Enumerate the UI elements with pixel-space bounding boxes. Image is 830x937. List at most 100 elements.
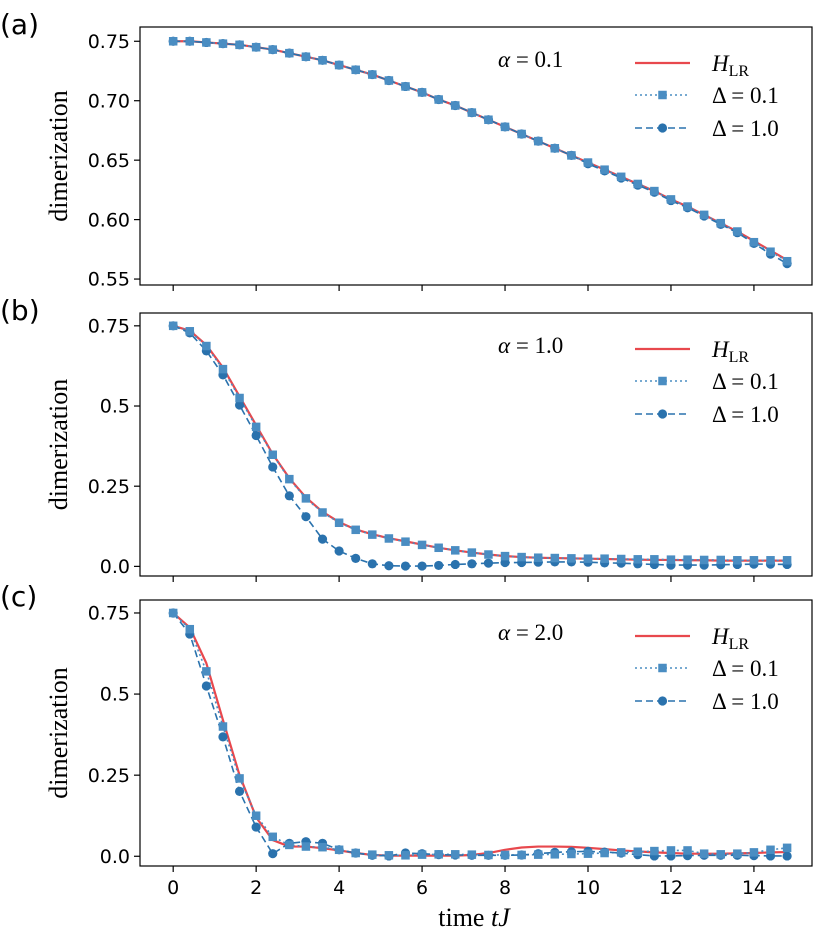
legend-label-hlr: HLR xyxy=(711,51,749,80)
data-point-delta10 xyxy=(201,681,211,691)
data-point-delta01 xyxy=(401,537,410,546)
legend-label-delta01: Δ = 0.1 xyxy=(712,656,779,681)
data-point-delta01 xyxy=(517,850,526,860)
legend-marker-delta10 xyxy=(657,696,668,706)
x-tick-label: 4 xyxy=(333,877,345,899)
series-line-0 xyxy=(172,612,788,857)
data-point-delta10 xyxy=(334,546,344,556)
data-point-delta01 xyxy=(517,552,526,562)
data-point-delta10 xyxy=(268,849,278,859)
data-point-delta01 xyxy=(417,540,427,550)
alpha-annotation: α = 1.0 xyxy=(498,333,563,358)
data-point-delta01 xyxy=(733,556,742,565)
data-point-delta01 xyxy=(351,848,360,858)
data-point-delta01 xyxy=(500,850,510,860)
panel-c: (c) dimerization 0.0 0.25 0.5 0.75 0 2 4 6 8 10 12 14… xyxy=(0,580,813,899)
data-point-delta01 xyxy=(384,851,394,860)
data-point-delta01 xyxy=(285,840,294,850)
data-point-delta01 xyxy=(782,256,792,266)
data-point-delta01 xyxy=(368,530,377,539)
data-point-delta10 xyxy=(251,430,261,441)
legend-marker-delta10 xyxy=(657,123,668,133)
series-line-1 xyxy=(172,612,788,857)
data-point-delta01 xyxy=(533,136,543,146)
y-axis-title: dimerization xyxy=(44,379,73,510)
x-tick-label: 14 xyxy=(742,877,766,899)
x-tick-label: 6 xyxy=(416,877,428,899)
data-point-delta01 xyxy=(351,65,360,75)
data-point-delta01 xyxy=(401,82,410,91)
data-point-delta01 xyxy=(417,88,427,97)
data-point-delta10 xyxy=(284,491,294,501)
data-point-delta01 xyxy=(185,624,195,634)
data-point-delta10 xyxy=(434,560,444,571)
data-point-delta01 xyxy=(268,45,277,54)
alpha-annotation: α = 0.1 xyxy=(498,47,563,72)
y-tick-label: 0.75 xyxy=(88,603,130,625)
y-tick-label: 0.0 xyxy=(100,556,130,578)
data-point-delta10 xyxy=(351,553,361,563)
data-point-delta01 xyxy=(368,850,377,859)
alpha-annotation: α = 2.0 xyxy=(498,620,563,645)
data-point-delta10 xyxy=(400,561,411,571)
data-point-delta01 xyxy=(168,608,178,618)
y-tick-label: 0.5 xyxy=(100,684,130,706)
data-point-delta01 xyxy=(185,37,195,46)
data-point-delta10 xyxy=(301,512,311,522)
data-point-delta01 xyxy=(650,555,659,564)
data-point-delta10 xyxy=(234,400,245,410)
data-point-delta01 xyxy=(583,158,593,167)
data-point-delta01 xyxy=(699,210,709,220)
data-point-delta01 xyxy=(434,95,443,104)
data-point-delta01 xyxy=(500,122,510,132)
data-point-delta01 xyxy=(318,56,327,65)
data-point-delta01 xyxy=(334,60,344,70)
series-line-2 xyxy=(172,325,788,567)
data-point-delta01 xyxy=(716,850,725,859)
data-point-delta01 xyxy=(550,850,560,859)
data-point-delta01 xyxy=(218,39,228,48)
data-point-delta01 xyxy=(218,722,228,731)
legend-marker-delta10 xyxy=(657,409,668,419)
data-point-delta01 xyxy=(766,845,775,855)
x-tick-label: 2 xyxy=(250,877,262,899)
data-point-delta01 xyxy=(666,195,676,204)
y-tick-label: 0.75 xyxy=(88,315,130,337)
data-point-delta01 xyxy=(168,37,178,46)
x-tick-label: 0 xyxy=(167,877,179,899)
data-point-delta10 xyxy=(367,559,377,569)
panel-label: (a) xyxy=(0,8,39,41)
data-point-delta01 xyxy=(251,811,261,820)
panel-label: (c) xyxy=(0,580,37,613)
data-point-delta01 xyxy=(285,474,294,484)
data-point-delta01 xyxy=(633,179,643,189)
panel-a: (a) dimerization 0.55 0.60 0.65 0.70 0.75 α = 0… xyxy=(0,8,813,291)
data-point-delta01 xyxy=(251,422,261,432)
data-point-delta10 xyxy=(234,786,245,796)
data-point-delta01 xyxy=(583,849,593,858)
data-point-delta01 xyxy=(517,129,526,139)
data-point-delta10 xyxy=(384,561,394,571)
y-tick-label: 0.55 xyxy=(88,269,130,291)
x-tick-label: 12 xyxy=(659,877,683,899)
series-line-0 xyxy=(172,324,788,562)
data-point-delta01 xyxy=(600,848,609,858)
data-point-delta01 xyxy=(766,556,775,565)
data-point-delta01 xyxy=(334,518,344,528)
data-point-delta01 xyxy=(218,364,228,374)
data-point-delta01 xyxy=(650,846,659,856)
series-line-0 xyxy=(173,40,788,261)
x-tick-label: 8 xyxy=(499,877,511,899)
data-point-delta10 xyxy=(251,822,261,832)
data-point-delta01 xyxy=(285,48,294,58)
data-point-delta01 xyxy=(301,842,311,851)
y-tick-label: 0.60 xyxy=(88,209,130,231)
data-point-delta01 xyxy=(533,850,543,859)
data-point-delta01 xyxy=(268,832,277,842)
data-point-delta01 xyxy=(368,70,377,79)
series-line-1 xyxy=(173,40,788,262)
data-point-delta01 xyxy=(616,554,626,564)
data-point-delta01 xyxy=(583,554,593,563)
x-axis-title: time tJ xyxy=(438,903,511,932)
